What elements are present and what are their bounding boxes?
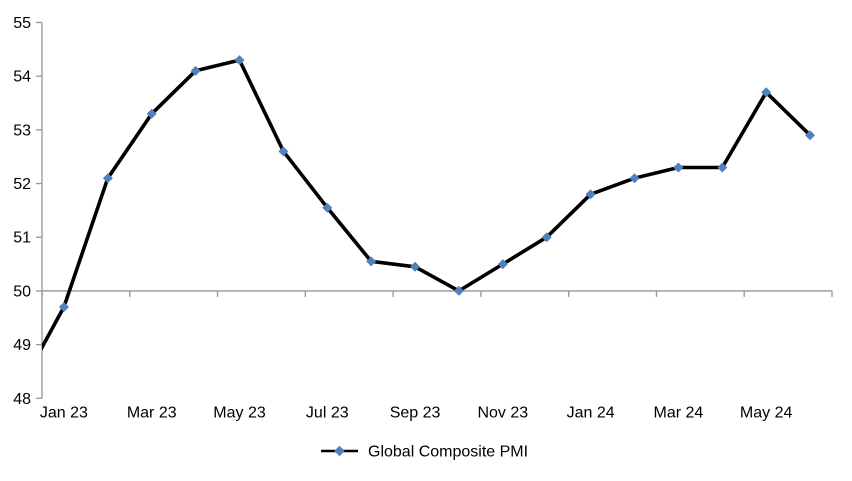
legend-marker-icon [334, 445, 345, 457]
y-axis-tick-label: 55 [13, 15, 31, 32]
y-axis-tick-label: 49 [13, 337, 31, 354]
data-point-marker [717, 162, 728, 173]
data-point-marker [761, 87, 772, 98]
x-axis-tick-label: Jan 23 [40, 405, 88, 422]
y-axis-tick-label: 48 [13, 391, 31, 408]
x-axis-tick-label: Nov 23 [477, 405, 528, 422]
data-point-marker [234, 55, 245, 66]
y-axis-tick-label: 54 [13, 69, 31, 86]
y-axis-tick-label: 50 [13, 283, 31, 300]
series-line-group [42, 58, 812, 352]
x-axis-tick-label: Mar 23 [127, 405, 177, 422]
x-axis-tick-label: Jan 24 [567, 405, 615, 422]
data-point-marker [497, 259, 508, 270]
x-axis-tick-label: Jul 23 [306, 405, 349, 422]
y-axis-tick-label: 51 [13, 230, 31, 247]
pmi-series-line [42, 58, 812, 352]
data-point-marker [673, 162, 684, 173]
data-point-marker [146, 108, 157, 119]
data-point-marker [322, 202, 333, 213]
y-axis-tick-label: 53 [13, 122, 31, 139]
axis-labels: 55 54 53 52 51 50 49 48 Jan 23 Mar 23 May 23 Jul 23… [13, 15, 792, 422]
series-markers-group [58, 55, 816, 313]
axes [36, 21, 833, 399]
x-axis-tick-label: Mar 24 [653, 405, 703, 422]
data-point-marker [541, 232, 552, 243]
data-point-marker [410, 261, 421, 272]
data-point-marker [58, 302, 69, 313]
data-point-marker [585, 189, 596, 200]
data-point-marker [102, 173, 113, 184]
legend: Global Composite PMI [321, 444, 528, 461]
x-axis-tick-label: May 23 [213, 405, 266, 422]
data-point-marker [278, 146, 289, 157]
x-axis-tick-label: Sep 23 [390, 405, 441, 422]
data-point-marker [190, 65, 201, 76]
data-point-marker [629, 173, 640, 184]
y-axis-tick-label: 52 [13, 176, 31, 193]
data-point-marker [453, 285, 464, 296]
legend-label: Global Composite PMI [368, 444, 528, 461]
x-axis-tick-label: May 24 [740, 405, 793, 422]
data-point-marker [366, 256, 377, 267]
data-point-marker [805, 130, 816, 141]
